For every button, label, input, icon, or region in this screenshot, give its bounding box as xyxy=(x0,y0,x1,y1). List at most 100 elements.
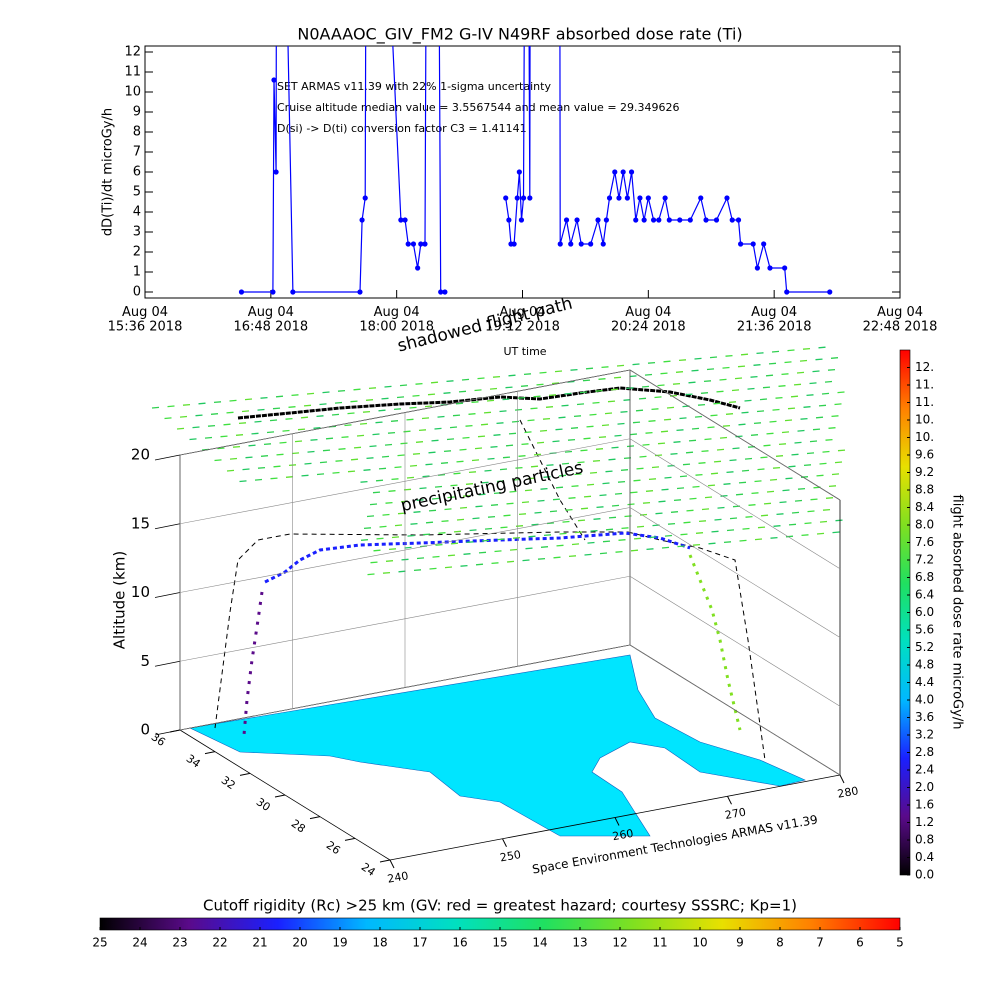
data-point xyxy=(402,217,408,223)
particle-dash xyxy=(418,429,427,432)
particle-dash xyxy=(613,376,622,379)
particle-dash xyxy=(415,441,424,443)
particle-dash xyxy=(546,522,555,525)
particle-dash xyxy=(685,451,694,454)
particle-dash xyxy=(698,520,707,523)
particle-dash xyxy=(435,543,443,546)
flight-path-3d xyxy=(264,531,691,584)
particle-dash xyxy=(521,443,529,446)
particle-dash xyxy=(694,415,703,418)
flight-path-3d xyxy=(242,591,264,736)
particle-dash xyxy=(394,466,402,469)
particle-dash xyxy=(528,535,536,538)
particle-dash xyxy=(571,543,580,546)
particle-dash xyxy=(356,434,365,437)
particle-dash xyxy=(618,539,626,541)
particle-dash xyxy=(564,392,572,395)
particle-dash xyxy=(827,368,836,371)
particle-dash xyxy=(226,411,234,414)
data-point xyxy=(767,265,773,271)
particle-dash xyxy=(322,449,331,452)
particle-dash xyxy=(440,462,449,464)
particle-dash xyxy=(720,494,728,497)
particle-dash xyxy=(509,548,518,551)
particle-dash xyxy=(821,392,830,395)
particle-dash xyxy=(561,462,570,465)
particle-dash xyxy=(453,530,462,533)
particle-dash xyxy=(235,434,244,436)
particle-dash xyxy=(496,422,504,425)
particle-dash xyxy=(397,454,405,457)
particle-dash xyxy=(782,489,790,492)
particle-dash xyxy=(316,415,324,418)
colorbar-tick-label: 7 xyxy=(816,936,824,950)
particle-dash xyxy=(701,450,709,453)
particle-dash xyxy=(800,417,808,420)
data-point xyxy=(754,265,760,271)
data-point xyxy=(603,217,609,223)
scene-decoration xyxy=(151,346,846,837)
particle-dash xyxy=(590,529,598,532)
particle-dash xyxy=(533,395,541,398)
particle-dash xyxy=(773,525,781,527)
particle-dash xyxy=(772,466,781,469)
particle-dash xyxy=(707,426,715,429)
particle-dash xyxy=(273,465,281,468)
colorbar-tick-label: 13 xyxy=(572,936,587,950)
particle-dash xyxy=(363,469,371,471)
particle-dash xyxy=(726,471,734,474)
particle-dash xyxy=(554,370,563,373)
particle-dash xyxy=(742,527,750,530)
particle-dash xyxy=(428,509,437,512)
particle-dash xyxy=(179,415,188,418)
particle-dash xyxy=(425,463,433,466)
particle-dash xyxy=(807,510,815,513)
particle-dash xyxy=(800,476,809,478)
x-tick xyxy=(839,774,845,784)
particle-dash xyxy=(601,424,610,427)
particle-dash xyxy=(570,427,579,429)
particle-dash xyxy=(282,429,290,432)
particle-dash xyxy=(505,386,513,389)
data-point xyxy=(422,241,428,247)
particle-dash xyxy=(707,484,716,487)
particle-dash xyxy=(384,443,393,446)
particle-dash xyxy=(362,410,371,413)
particle-dash xyxy=(207,424,216,427)
particle-dash xyxy=(226,469,235,472)
particle-dash xyxy=(797,429,805,432)
particle-dash xyxy=(241,410,250,413)
y-tick-label: 5 xyxy=(133,185,141,200)
particle-dash xyxy=(570,368,578,371)
particle-dash xyxy=(499,410,507,413)
particle-dash xyxy=(816,474,824,477)
particle-dash xyxy=(664,534,673,537)
particle-dash xyxy=(490,445,498,448)
particle-dash xyxy=(832,531,840,534)
particle-dash xyxy=(711,530,719,533)
particle-dash xyxy=(424,405,433,408)
particle-dash xyxy=(430,381,439,384)
particle-dash xyxy=(710,414,718,417)
colorbar-tick-label: 10. xyxy=(915,413,934,427)
particle-dash xyxy=(530,465,539,468)
particle-dash xyxy=(450,542,459,545)
colorbar-tick-label: 8 xyxy=(776,936,784,950)
particle-dash xyxy=(825,497,834,499)
particle-dash xyxy=(325,437,334,440)
data-point xyxy=(687,217,693,223)
particle-dash xyxy=(369,503,378,506)
particle-dash xyxy=(468,413,476,415)
data-point xyxy=(750,241,756,247)
particle-dash xyxy=(787,349,795,352)
particle-dash xyxy=(760,514,769,517)
particle-dash xyxy=(428,451,436,454)
particle-dash xyxy=(682,463,691,466)
particle-dash xyxy=(385,560,394,562)
particle-dash xyxy=(559,532,567,535)
particle-dash xyxy=(248,444,256,447)
particle-dash xyxy=(769,420,777,423)
data-point xyxy=(612,169,618,175)
particle-dash xyxy=(771,350,780,353)
particle-dash xyxy=(775,455,784,457)
